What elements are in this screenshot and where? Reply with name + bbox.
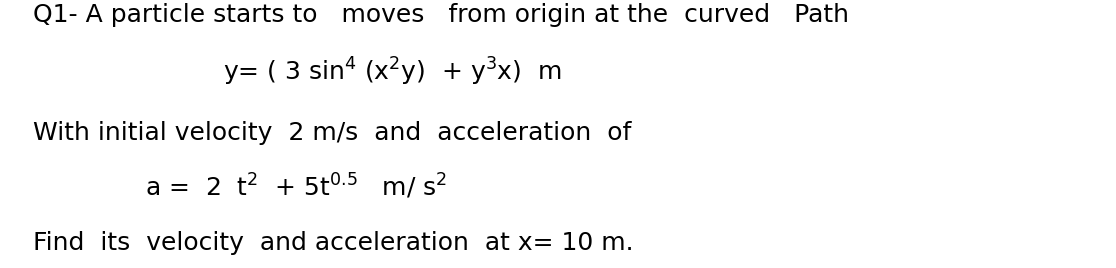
Text: a =  2  t$^2$  + 5t$^{0.5}$   m/ s$^2$: a = 2 t$^2$ + 5t$^{0.5}$ m/ s$^2$ bbox=[145, 172, 448, 201]
Text: y= ( 3 sin$^4$ (x$^2$y)  + y$^3$x)  m: y= ( 3 sin$^4$ (x$^2$y) + y$^3$x) m bbox=[223, 56, 561, 88]
Text: With initial velocity  2 m/s  and  acceleration  of: With initial velocity 2 m/s and accelera… bbox=[33, 121, 632, 145]
Text: Q1- A particle starts to   moves   from origin at the  curved   Path: Q1- A particle starts to moves from orig… bbox=[33, 3, 849, 27]
Text: Find  its  velocity  and acceleration  at x= 10 m.: Find its velocity and acceleration at x=… bbox=[33, 230, 634, 255]
